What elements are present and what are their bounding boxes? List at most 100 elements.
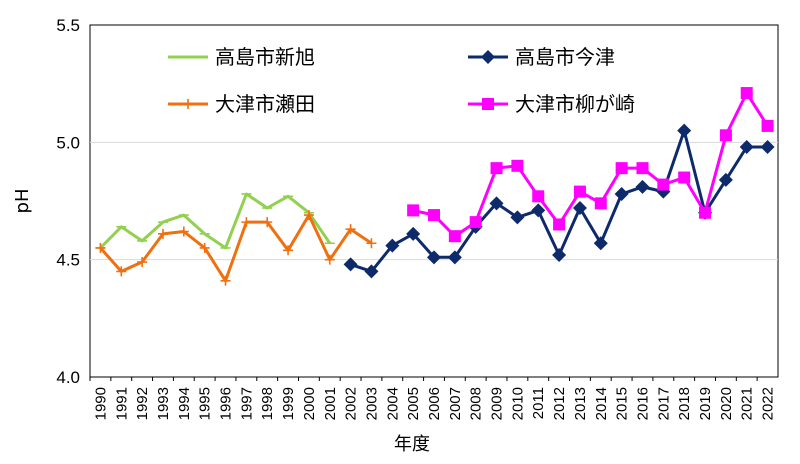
data-point xyxy=(324,254,335,265)
legend-item: 大津市瀬田 xyxy=(168,92,315,116)
x-tick-label: 2015 xyxy=(614,387,631,420)
x-tick-label: 2016 xyxy=(634,387,651,420)
data-point xyxy=(345,224,356,235)
legend-label: 大津市柳が崎 xyxy=(515,92,635,116)
data-point xyxy=(572,201,587,216)
data-point xyxy=(183,99,193,109)
y-tick-label: 5.5 xyxy=(56,16,80,35)
y-axis-ticks: 4.0 4.5 5.0 5.5 xyxy=(56,16,80,387)
data-point xyxy=(95,242,106,253)
data-point xyxy=(677,123,692,138)
data-point xyxy=(635,179,650,194)
x-tick-label: 2018 xyxy=(676,387,693,420)
data-point xyxy=(761,119,774,132)
series xyxy=(407,87,774,243)
y-tick-label: 5.0 xyxy=(56,133,80,152)
data-point xyxy=(199,242,210,253)
y-tick-label: 4.0 xyxy=(56,368,80,387)
legend-label: 高島市今津 xyxy=(515,45,615,69)
legend-item: 高島市新旭 xyxy=(168,45,315,69)
data-point xyxy=(262,217,273,228)
data-point xyxy=(220,275,231,286)
data-point xyxy=(482,98,494,110)
series-layer xyxy=(95,87,775,286)
x-tick-label: 1995 xyxy=(197,387,214,420)
x-tick-label: 2014 xyxy=(593,387,610,420)
x-tick-label: 1996 xyxy=(218,387,235,420)
data-point xyxy=(573,185,586,198)
data-point xyxy=(178,226,189,237)
data-point xyxy=(657,178,670,191)
x-tick-label: 2003 xyxy=(363,387,380,420)
x-axis-ticks: 1990 1991 1992 1993 1994 1995 1996 1997 1998 1999… xyxy=(89,377,777,420)
x-tick-label: 1994 xyxy=(176,387,193,420)
data-point xyxy=(678,171,691,184)
x-tick-label: 2004 xyxy=(384,387,401,420)
data-point xyxy=(615,162,628,175)
data-point xyxy=(303,210,314,221)
data-point xyxy=(385,238,400,253)
x-tick-label: 2017 xyxy=(655,387,672,420)
x-tick-label: 2009 xyxy=(489,387,506,420)
data-point xyxy=(489,196,504,211)
data-point xyxy=(593,236,608,251)
data-point xyxy=(490,162,503,175)
series-line xyxy=(99,192,332,250)
x-tick-label: 2019 xyxy=(697,387,714,420)
data-point xyxy=(553,218,566,231)
data-point xyxy=(532,190,545,203)
x-tick-label: 1993 xyxy=(155,387,172,420)
x-tick-label: 2000 xyxy=(301,387,318,420)
x-tick-label: 1999 xyxy=(280,387,297,420)
x-axis-label: 年度 xyxy=(394,434,430,455)
data-point xyxy=(343,257,358,272)
data-point xyxy=(594,197,607,210)
data-point xyxy=(740,87,753,100)
data-point xyxy=(511,159,524,172)
data-point xyxy=(448,230,461,243)
x-tick-label: 1992 xyxy=(134,387,151,420)
x-tick-label: 2020 xyxy=(718,387,735,420)
x-tick-label: 1991 xyxy=(113,387,130,420)
x-tick-label: 2006 xyxy=(426,387,443,420)
data-point xyxy=(137,257,148,268)
series xyxy=(95,210,377,286)
legend-label: 高島市新旭 xyxy=(215,45,315,69)
y-axis-label: pH xyxy=(12,189,33,214)
data-point xyxy=(447,250,462,265)
legend-item: 大津市柳が崎 xyxy=(468,92,635,116)
data-point xyxy=(407,204,420,217)
x-tick-label: 2022 xyxy=(760,387,777,420)
data-point xyxy=(406,226,421,241)
x-tick-label: 1997 xyxy=(238,387,255,420)
data-point xyxy=(510,210,525,225)
data-point xyxy=(469,216,482,229)
x-tick-label: 2001 xyxy=(322,387,339,420)
data-point xyxy=(241,217,252,228)
data-point xyxy=(283,245,294,256)
data-point xyxy=(427,250,441,265)
data-point xyxy=(699,206,712,219)
legend-label: 大津市瀬田 xyxy=(215,92,315,116)
x-tick-label: 2013 xyxy=(572,387,589,420)
data-point xyxy=(719,129,732,142)
x-tick-label: 1990 xyxy=(92,387,109,420)
x-tick-label: 2007 xyxy=(447,387,464,420)
data-point xyxy=(760,140,775,155)
data-point xyxy=(428,209,440,222)
data-point xyxy=(718,172,733,187)
x-tick-label: 2021 xyxy=(739,387,756,420)
x-tick-label: 2008 xyxy=(468,387,485,420)
data-point xyxy=(552,247,567,262)
x-tick-label: 2010 xyxy=(509,387,526,420)
data-point xyxy=(481,50,495,64)
y-tick-label: 4.5 xyxy=(56,251,80,270)
data-point xyxy=(364,264,379,279)
series-line xyxy=(99,213,373,283)
data-point xyxy=(116,266,127,277)
data-point xyxy=(636,162,649,175)
data-point xyxy=(739,140,754,155)
data-point xyxy=(157,228,168,239)
x-tick-label: 2012 xyxy=(551,387,568,420)
